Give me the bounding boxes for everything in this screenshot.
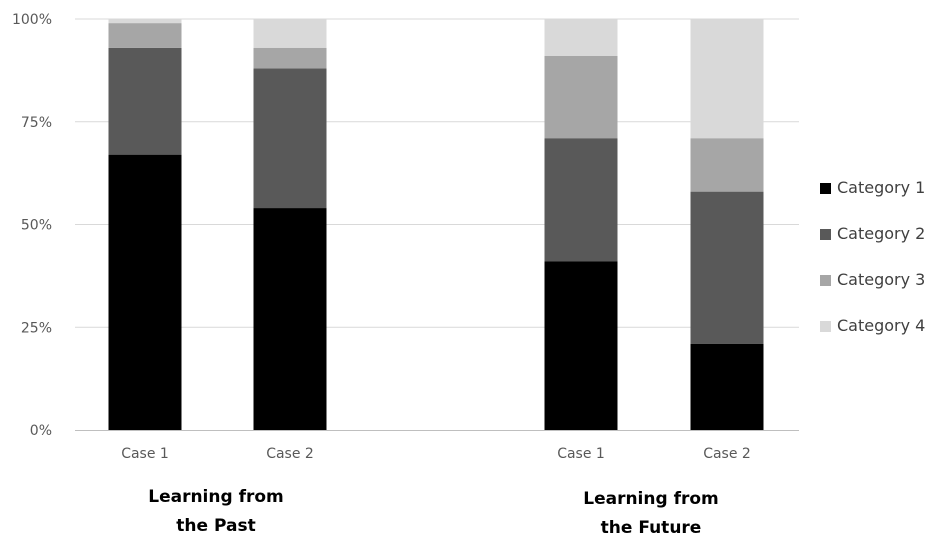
bar-segment-3 [544,55,618,139]
bar-segment-1 [690,343,764,430]
legend-label: Category 1 [837,178,925,197]
legend-label: Category 3 [837,270,925,289]
bar-segment-4 [544,19,618,56]
bar-segment-2 [690,191,764,344]
y-tick-label: 25% [21,320,52,336]
bar-segment-2 [253,68,327,209]
category-label: Case 2 [266,446,314,462]
category-label: Case 1 [557,446,605,462]
bar-segment-1 [253,208,327,430]
legend-label: Category 2 [837,224,925,243]
bar-segment-2 [108,47,182,155]
bar-segment-4 [690,19,764,139]
y-tick-label: 75% [21,115,52,131]
bar-segment-4 [253,19,327,48]
bar-segment-1 [108,154,182,430]
legend-swatch [820,183,831,194]
group-label: Learning from [583,489,719,509]
y-tick-label: 50% [21,218,52,234]
bar-segment-4 [108,19,182,24]
legend-swatch [820,229,831,240]
bar-segment-1 [544,261,618,430]
legend-label: Category 4 [837,316,925,335]
bar-segment-3 [108,23,182,48]
group-labels: Learning from the Past Learning from the Fu… [148,487,719,535]
y-tick-label: 100% [12,12,52,28]
bar-segment-3 [253,47,327,69]
group-label: the Past [176,516,255,535]
y-tick-label: 0% [30,423,52,439]
gridlines [75,18,799,328]
legend: Category 1 Category 2 Category 3 Category 4 [820,178,925,335]
group-label: the Future [601,518,702,535]
y-tick-labels: 0% 25% 50% 75% 100% [12,12,52,439]
bars [108,19,764,430]
bar-segment-3 [690,138,764,192]
category-label: Case 2 [703,446,751,462]
group-label: Learning from [148,487,284,507]
category-label: Case 1 [121,446,169,462]
bar-segment-2 [544,138,618,262]
category-labels: Case 1 Case 2 Case 1 Case 2 [121,446,751,462]
legend-swatch [820,321,831,332]
legend-swatch [820,275,831,286]
